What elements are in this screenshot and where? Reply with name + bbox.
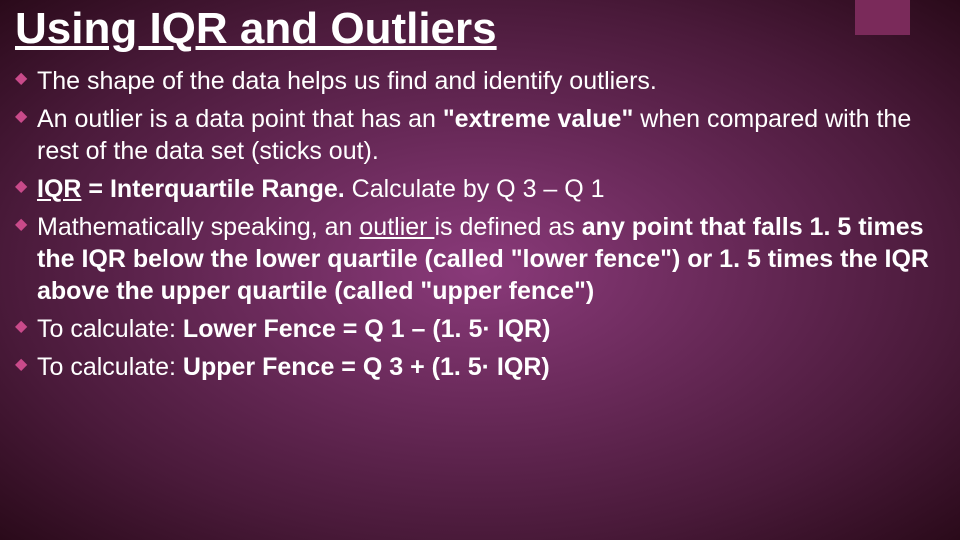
bullet-text-run: is defined as <box>434 213 581 241</box>
bullet-text-run: = Interquartile Range. <box>81 175 351 203</box>
bullet-item: Mathematically speaking, an outlier is d… <box>15 211 945 307</box>
bullet-text-run: Lower Fence = Q 1 – (1. 5· IQR) <box>183 315 550 343</box>
bullet-text-run: "extreme value" <box>443 105 633 133</box>
bullet-text-run: Calculate by Q 3 – Q 1 <box>352 175 605 203</box>
bullet-item: The shape of the data helps us find and … <box>15 65 945 97</box>
slide: Using IQR and Outliers The shape of the … <box>0 0 960 383</box>
bullet-item: To calculate: Upper Fence = Q 3 + (1. 5·… <box>15 351 945 383</box>
bullet-text-run: The shape of the data helps us find and … <box>37 67 657 95</box>
bullet-text-run: To calculate: <box>37 353 183 381</box>
bullet-text-run: An outlier is a data point that has an <box>37 105 443 133</box>
bullet-text-run: Mathematically speaking, an <box>37 213 359 241</box>
bullet-item: An outlier is a data point that has an "… <box>15 103 945 167</box>
bullet-item: To calculate: Lower Fence = Q 1 – (1. 5·… <box>15 313 945 345</box>
bullet-list: The shape of the data helps us find and … <box>15 65 945 383</box>
bullet-text-run: IQR <box>37 175 81 203</box>
accent-block <box>855 0 910 35</box>
bullet-text-run: Upper Fence = Q 3 + (1. 5· IQR) <box>183 353 550 381</box>
bullet-item: IQR = Interquartile Range. Calculate by … <box>15 173 945 205</box>
bullet-text-run: To calculate: <box>37 315 183 343</box>
slide-title: Using IQR and Outliers <box>15 5 945 53</box>
bullet-text-run: outlier <box>359 213 434 241</box>
